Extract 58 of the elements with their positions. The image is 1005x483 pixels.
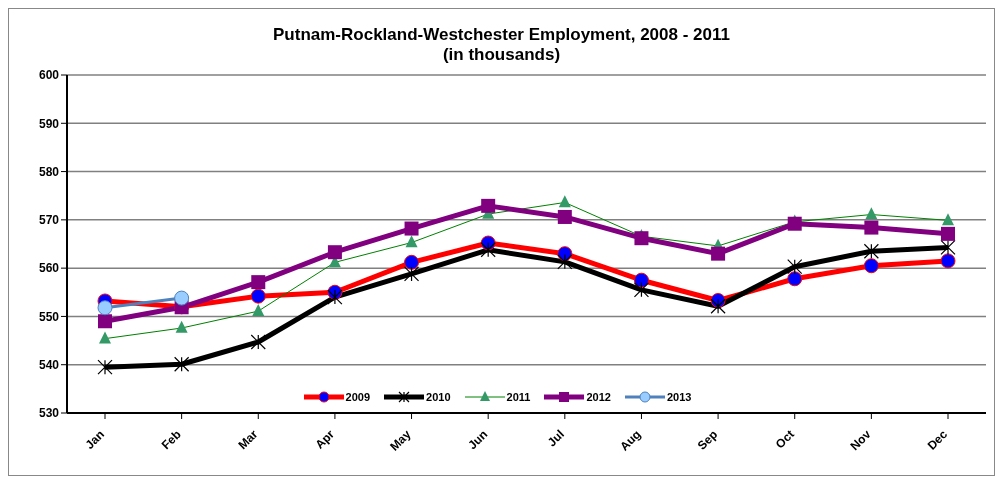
point	[787, 259, 803, 275]
chart-subtitle: (in thousands)	[441, 45, 562, 65]
y-tick-label: 590	[38, 116, 60, 131]
point	[251, 275, 266, 290]
point	[633, 272, 649, 288]
point	[710, 298, 726, 314]
point	[787, 271, 803, 287]
point	[250, 334, 266, 350]
point	[864, 220, 879, 235]
x-tick-label: Sep	[694, 427, 721, 453]
y-tick-label: 530	[38, 406, 60, 421]
point	[97, 359, 113, 375]
legend-label: 2011	[506, 391, 531, 403]
y-tick-label: 600	[38, 68, 60, 83]
point	[863, 243, 879, 259]
x-tick-label: Apr	[312, 426, 338, 452]
point	[403, 266, 420, 282]
point	[557, 209, 572, 224]
y-tick-label: 540	[38, 357, 60, 372]
point	[941, 226, 955, 241]
point	[557, 254, 573, 270]
x-tick-label: May	[387, 426, 414, 454]
point	[174, 290, 190, 306]
point	[250, 288, 266, 304]
point	[97, 300, 113, 316]
x-tick-label: Jun	[465, 427, 491, 453]
legend-label: 2013	[666, 391, 692, 403]
point	[787, 216, 802, 231]
point	[327, 245, 342, 260]
point	[711, 246, 726, 261]
x-tick-label: Jan	[82, 427, 108, 452]
point	[634, 231, 649, 246]
point	[481, 198, 496, 213]
point	[940, 239, 956, 255]
legend-label: 2009	[345, 391, 371, 403]
point	[633, 282, 650, 298]
x-tick-label: Oct	[772, 427, 797, 452]
point	[863, 258, 879, 274]
legend-label: 2010	[426, 391, 451, 403]
x-tick-label: Aug	[617, 427, 644, 454]
x-tick-label: Jul	[544, 427, 567, 450]
chart-title: Putnam-Rockland-Westchester Employment, 2008 - 2011	[272, 25, 731, 45]
y-tick-label: 580	[38, 164, 60, 179]
x-tick-label: Feb	[158, 427, 184, 453]
point	[174, 356, 190, 372]
legend-label: 2012	[586, 391, 611, 403]
y-tick-label: 560	[38, 261, 60, 276]
point	[404, 254, 420, 270]
x-tick-label: Dec	[924, 426, 951, 453]
point	[404, 221, 419, 236]
point	[480, 242, 496, 258]
x-tick-label: Nov	[847, 426, 874, 454]
point	[940, 253, 956, 269]
x-tick-label: Mar	[235, 426, 261, 453]
y-tick-label: 570	[38, 213, 60, 228]
point	[327, 289, 343, 305]
point	[98, 314, 112, 329]
y-tick-label: 550	[38, 309, 60, 324]
